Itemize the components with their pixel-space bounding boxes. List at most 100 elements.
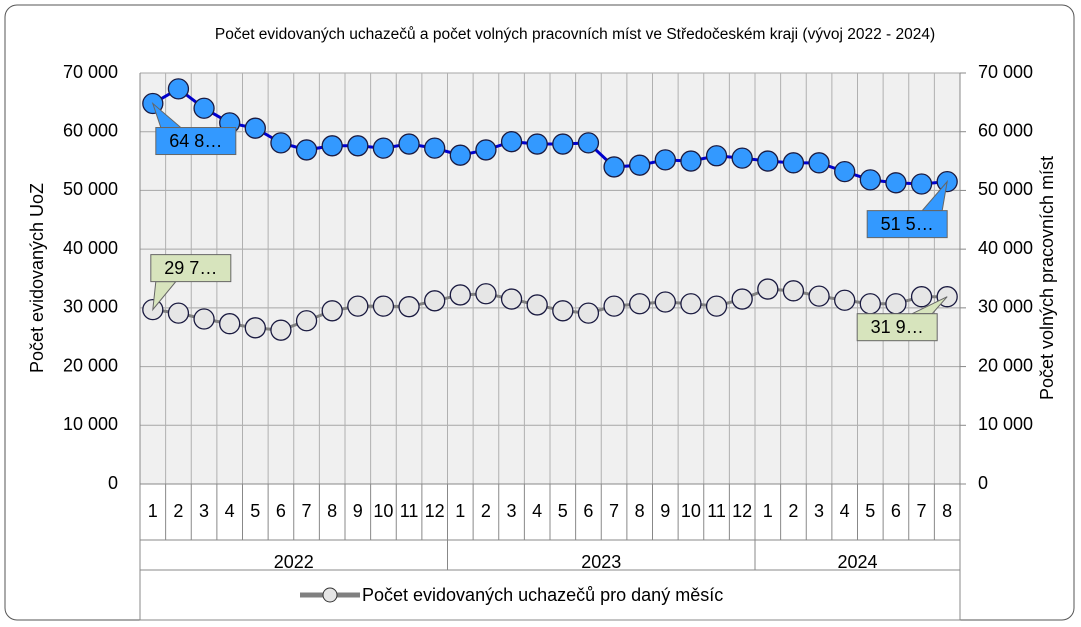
x-tick-label: 6 <box>891 501 901 521</box>
data-point <box>603 295 625 317</box>
x-tick-label: 10 <box>681 501 701 521</box>
x-tick-label: 7 <box>609 501 619 521</box>
data-point <box>654 149 676 171</box>
y2-tick-label: 60 000 <box>978 120 1033 140</box>
x-tick-label: 3 <box>507 501 517 521</box>
data-label-box <box>866 210 948 239</box>
data-point <box>475 283 497 305</box>
y2-tick-label: 40 000 <box>978 238 1033 258</box>
x-tick-label: 10 <box>373 501 393 521</box>
data-point <box>680 293 702 315</box>
data-point <box>629 154 651 176</box>
data-point <box>680 150 702 172</box>
data-point <box>552 300 574 322</box>
x-tick-label: 11 <box>707 501 726 521</box>
legend-label: Počet evidovaných uchazečů pro daný měsí… <box>362 585 723 605</box>
data-point <box>808 285 830 307</box>
data-point <box>398 133 420 155</box>
y-tick-label: 70 000 <box>63 62 118 82</box>
data-point <box>321 300 343 322</box>
data-point <box>705 295 728 317</box>
data-label-box <box>856 313 938 342</box>
legend-box <box>139 569 961 621</box>
data-point <box>910 286 933 308</box>
data-point <box>577 132 600 154</box>
x-tick-label: 8 <box>942 501 952 521</box>
data-point <box>629 293 651 315</box>
data-point <box>808 152 830 174</box>
data-point <box>347 135 369 157</box>
group-label: 2022 <box>274 552 314 572</box>
x-tick-label: 3 <box>199 501 209 521</box>
y-axis-title: Počet evidovaných UoZ <box>27 183 47 373</box>
x-tick-label: 6 <box>583 501 593 521</box>
data-point <box>705 145 728 167</box>
data-point <box>782 280 805 302</box>
data-point <box>859 169 881 191</box>
x-tick-label: 5 <box>865 501 875 521</box>
y-tick-label: 20 000 <box>63 355 118 375</box>
data-point <box>449 284 471 306</box>
data-point <box>603 156 625 178</box>
x-tick-label: 5 <box>250 501 260 521</box>
data-label: 64 8… <box>169 131 222 151</box>
data-point <box>910 173 933 195</box>
data-point <box>347 295 369 317</box>
x-tick-label: 7 <box>917 501 927 521</box>
x-tick-label: 8 <box>635 501 645 521</box>
x-tick-label: 8 <box>327 501 337 521</box>
data-point <box>219 313 241 335</box>
group-label: 2024 <box>837 552 877 572</box>
data-label-box <box>155 127 237 156</box>
chart-title: Počet evidovaných uchazečů a počet volný… <box>214 26 936 43</box>
data-point <box>270 132 292 154</box>
data-point <box>167 78 190 100</box>
legend-marker <box>322 587 338 603</box>
data-point <box>167 302 190 324</box>
data-label-box <box>150 254 232 283</box>
x-tick-label: 9 <box>660 501 670 521</box>
data-point <box>526 133 548 155</box>
y-tick-label: 50 000 <box>63 179 118 199</box>
data-point <box>654 291 676 313</box>
data-point <box>398 296 420 318</box>
x-tick-label: 4 <box>532 501 542 521</box>
y-tick-label: 10 000 <box>63 414 118 434</box>
data-point <box>295 310 318 332</box>
data-point <box>834 289 856 311</box>
data-point <box>270 319 292 341</box>
y2-tick-label: 0 <box>978 473 988 493</box>
x-tick-label: 5 <box>558 501 568 521</box>
y2-tick-label: 10 000 <box>978 414 1033 434</box>
y2-tick-label: 20 000 <box>978 355 1033 375</box>
x-tick-label: 4 <box>840 501 850 521</box>
data-point <box>244 317 266 339</box>
x-tick-label: 9 <box>353 501 363 521</box>
data-point <box>757 278 779 300</box>
data-point <box>424 290 446 312</box>
data-point <box>372 295 395 317</box>
y2-tick-label: 30 000 <box>978 297 1033 317</box>
data-point <box>295 139 318 161</box>
x-tick-label: 11 <box>400 501 419 521</box>
x-tick-label: 1 <box>455 501 465 521</box>
x-tick-label: 1 <box>148 501 158 521</box>
x-tick-label: 12 <box>732 501 752 521</box>
data-point <box>782 152 805 174</box>
data-point <box>552 133 574 155</box>
x-tick-label: 4 <box>225 501 235 521</box>
y-tick-label: 60 000 <box>63 120 118 140</box>
data-point <box>731 147 753 169</box>
y2-tick-label: 70 000 <box>978 62 1033 82</box>
data-point <box>449 144 471 166</box>
y-tick-label: 30 000 <box>63 297 118 317</box>
data-point <box>577 302 600 324</box>
data-label: 29 7… <box>164 258 217 278</box>
data-point <box>193 97 215 119</box>
data-point <box>526 294 548 316</box>
x-tick-label: 6 <box>276 501 286 521</box>
data-point <box>244 117 266 139</box>
grid <box>140 72 960 485</box>
data-point <box>731 288 753 310</box>
